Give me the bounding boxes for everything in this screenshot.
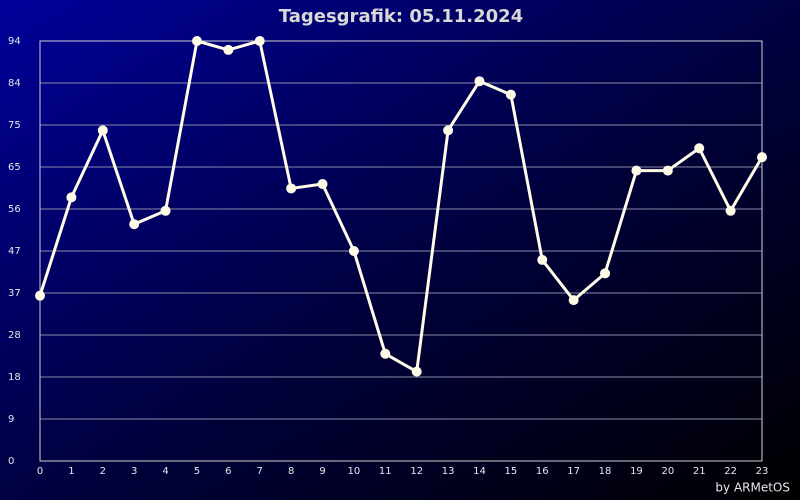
point bbox=[129, 219, 140, 230]
x-tick-label: 12 bbox=[410, 466, 423, 477]
point bbox=[411, 366, 422, 377]
point bbox=[254, 36, 265, 46]
x-tick-label: 6 bbox=[225, 466, 231, 477]
y-tick-label: 37 bbox=[8, 288, 21, 299]
chart-title: Tagesgrafik: 05.11.2024 bbox=[279, 6, 523, 27]
y-tick-label: 9 bbox=[8, 414, 14, 425]
point bbox=[757, 152, 767, 163]
x-tick-label: 1 bbox=[68, 466, 74, 477]
point bbox=[317, 178, 328, 189]
x-tick-label: 19 bbox=[630, 466, 643, 477]
x-tick-label: 23 bbox=[756, 466, 769, 477]
point bbox=[537, 254, 548, 265]
x-tick-label: 0 bbox=[37, 466, 43, 477]
point bbox=[286, 183, 297, 194]
y-tick-label: 28 bbox=[8, 330, 21, 341]
x-tick-label: 5 bbox=[194, 466, 200, 477]
y-tick-label: 18 bbox=[8, 372, 21, 383]
y-tick-label: 65 bbox=[8, 162, 21, 173]
point bbox=[474, 76, 485, 87]
x-tick-label: 17 bbox=[567, 466, 580, 477]
y-tick-label: 94 bbox=[8, 36, 21, 47]
x-tick-label: 18 bbox=[599, 466, 612, 477]
y-tick-label: 75 bbox=[8, 120, 21, 131]
point bbox=[66, 192, 77, 203]
point bbox=[443, 125, 454, 136]
point bbox=[725, 205, 736, 216]
point bbox=[631, 165, 642, 176]
x-tick-label: 10 bbox=[348, 466, 361, 477]
x-tick-label: 7 bbox=[257, 466, 263, 477]
plot-frame bbox=[39, 40, 763, 462]
x-tick-label: 16 bbox=[536, 466, 549, 477]
point bbox=[568, 295, 579, 306]
x-tick-label: 8 bbox=[288, 466, 294, 477]
point bbox=[191, 36, 202, 46]
point bbox=[97, 125, 108, 136]
x-tick-label: 20 bbox=[661, 466, 674, 477]
x-tick-label: 22 bbox=[724, 466, 737, 477]
y-tick-label: 84 bbox=[8, 78, 21, 89]
point bbox=[694, 143, 705, 154]
x-tick-label: 4 bbox=[162, 466, 168, 477]
x-tick-label: 11 bbox=[379, 466, 392, 477]
x-tick-label: 13 bbox=[442, 466, 455, 477]
x-tick-label: 3 bbox=[131, 466, 137, 477]
y-tick-label: 0 bbox=[8, 456, 14, 467]
point bbox=[35, 290, 45, 301]
point bbox=[348, 246, 359, 256]
point bbox=[662, 165, 673, 176]
point bbox=[380, 348, 391, 359]
x-tick-label: 9 bbox=[319, 466, 325, 477]
point bbox=[160, 205, 171, 216]
line bbox=[38, 39, 764, 374]
point bbox=[600, 268, 611, 279]
x-tick-label: 2 bbox=[100, 466, 106, 477]
x-tick-label: 15 bbox=[505, 466, 518, 477]
marks bbox=[35, 36, 767, 377]
point bbox=[223, 44, 234, 55]
y-tick-label: 47 bbox=[8, 246, 21, 257]
point bbox=[505, 89, 516, 100]
x-tick-label: 14 bbox=[473, 466, 486, 477]
credit: by ARMetOS bbox=[715, 481, 790, 495]
y-tick-label: 56 bbox=[8, 204, 21, 215]
x-tick-label: 21 bbox=[693, 466, 706, 477]
